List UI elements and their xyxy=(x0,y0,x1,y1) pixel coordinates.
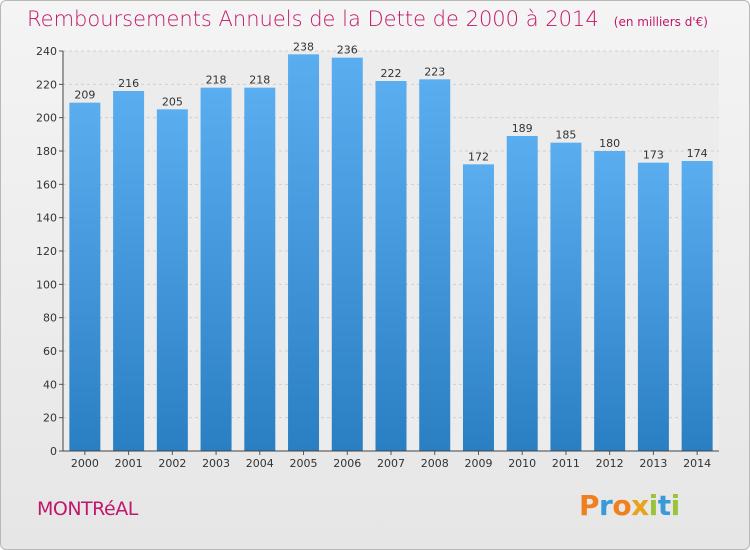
data-label: 223 xyxy=(424,65,445,78)
logo-letter: r xyxy=(599,489,613,522)
bar-2008 xyxy=(419,79,451,451)
data-label: 180 xyxy=(599,137,620,150)
x-tick-label: 2012 xyxy=(596,457,624,470)
data-label: 216 xyxy=(118,77,139,90)
x-tick-label: 2003 xyxy=(202,457,230,470)
proxiti-logo: Proxiti xyxy=(579,489,680,522)
bar-2011 xyxy=(550,142,582,451)
x-tick-label: 2005 xyxy=(290,457,318,470)
x-tick-label: 2004 xyxy=(246,457,274,470)
y-tick-label: 80 xyxy=(43,312,57,325)
data-label: 218 xyxy=(249,74,270,87)
bar-2003 xyxy=(200,87,232,452)
y-tick-label: 140 xyxy=(36,212,57,225)
data-label: 185 xyxy=(555,129,576,142)
data-label: 236 xyxy=(337,44,358,57)
y-tick-label: 200 xyxy=(36,112,57,125)
x-tick-label: 2006 xyxy=(333,457,361,470)
logo-letter: i xyxy=(670,489,681,522)
x-tick-label: 2010 xyxy=(508,457,536,470)
x-tick-label: 2009 xyxy=(464,457,492,470)
x-tick-label: 2013 xyxy=(639,457,667,470)
y-tick-label: 120 xyxy=(36,245,57,258)
bar-2002 xyxy=(156,109,188,451)
data-label: 172 xyxy=(468,150,489,163)
title-row: Remboursements Annuels de la Dette de 20… xyxy=(27,7,708,31)
data-label: 173 xyxy=(643,149,664,162)
logo-letter: t xyxy=(657,489,671,522)
bar-2007 xyxy=(375,81,407,451)
logo-letter: i xyxy=(648,489,659,522)
bar-2001 xyxy=(113,91,145,451)
logo-letter: o xyxy=(612,489,632,522)
bar-2009 xyxy=(462,164,494,452)
y-tick-label: 40 xyxy=(43,378,57,391)
y-tick-label: 20 xyxy=(43,412,57,425)
commune-name: MONTRéAL xyxy=(37,498,138,520)
bar-2006 xyxy=(331,57,363,452)
x-tick-label: 2014 xyxy=(683,457,711,470)
data-label: 218 xyxy=(206,74,227,87)
bar-2014 xyxy=(681,161,713,451)
data-label: 238 xyxy=(293,40,314,53)
bar-2005 xyxy=(288,54,320,451)
x-tick-label: 2011 xyxy=(552,457,580,470)
y-tick-label: 220 xyxy=(36,78,57,91)
data-label: 189 xyxy=(512,122,533,135)
chart-unit: (en milliers d'€) xyxy=(613,15,708,29)
data-label: 174 xyxy=(687,147,708,160)
bar-2000 xyxy=(69,102,101,452)
bar-2013 xyxy=(637,162,669,451)
y-tick-label: 240 xyxy=(36,45,57,58)
x-tick-label: 2008 xyxy=(421,457,449,470)
data-label: 205 xyxy=(162,95,183,108)
logo-letter: x xyxy=(631,489,649,522)
y-tick-label: 160 xyxy=(36,178,57,191)
logo-letter: P xyxy=(579,489,600,522)
chart-title: Remboursements Annuels de la Dette de 20… xyxy=(27,7,599,31)
y-tick-label: 0 xyxy=(50,445,57,458)
x-tick-label: 2001 xyxy=(115,457,143,470)
bar-2012 xyxy=(594,151,626,451)
bar-2010 xyxy=(506,136,538,451)
x-tick-label: 2000 xyxy=(71,457,99,470)
bar-2004 xyxy=(244,87,276,452)
y-tick-label: 60 xyxy=(43,345,57,358)
y-tick-label: 180 xyxy=(36,145,57,158)
data-label: 222 xyxy=(381,67,402,80)
y-tick-label: 100 xyxy=(36,278,57,291)
data-label: 209 xyxy=(74,89,95,102)
x-tick-label: 2002 xyxy=(158,457,186,470)
x-tick-label: 2007 xyxy=(377,457,405,470)
